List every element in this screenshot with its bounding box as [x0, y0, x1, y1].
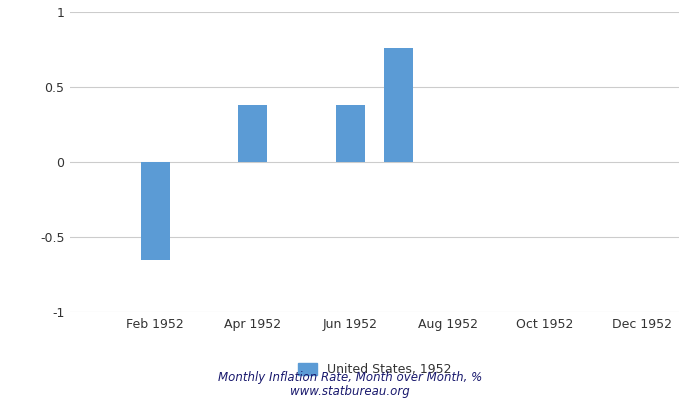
Bar: [335, 105, 365, 162]
Legend: United States, 1952: United States, 1952: [298, 363, 451, 376]
Bar: [238, 105, 267, 162]
Bar: [141, 162, 170, 260]
Text: Monthly Inflation Rate, Month over Month, %: Monthly Inflation Rate, Month over Month…: [218, 372, 482, 384]
Text: www.statbureau.org: www.statbureau.org: [290, 386, 410, 398]
Bar: [384, 48, 414, 162]
